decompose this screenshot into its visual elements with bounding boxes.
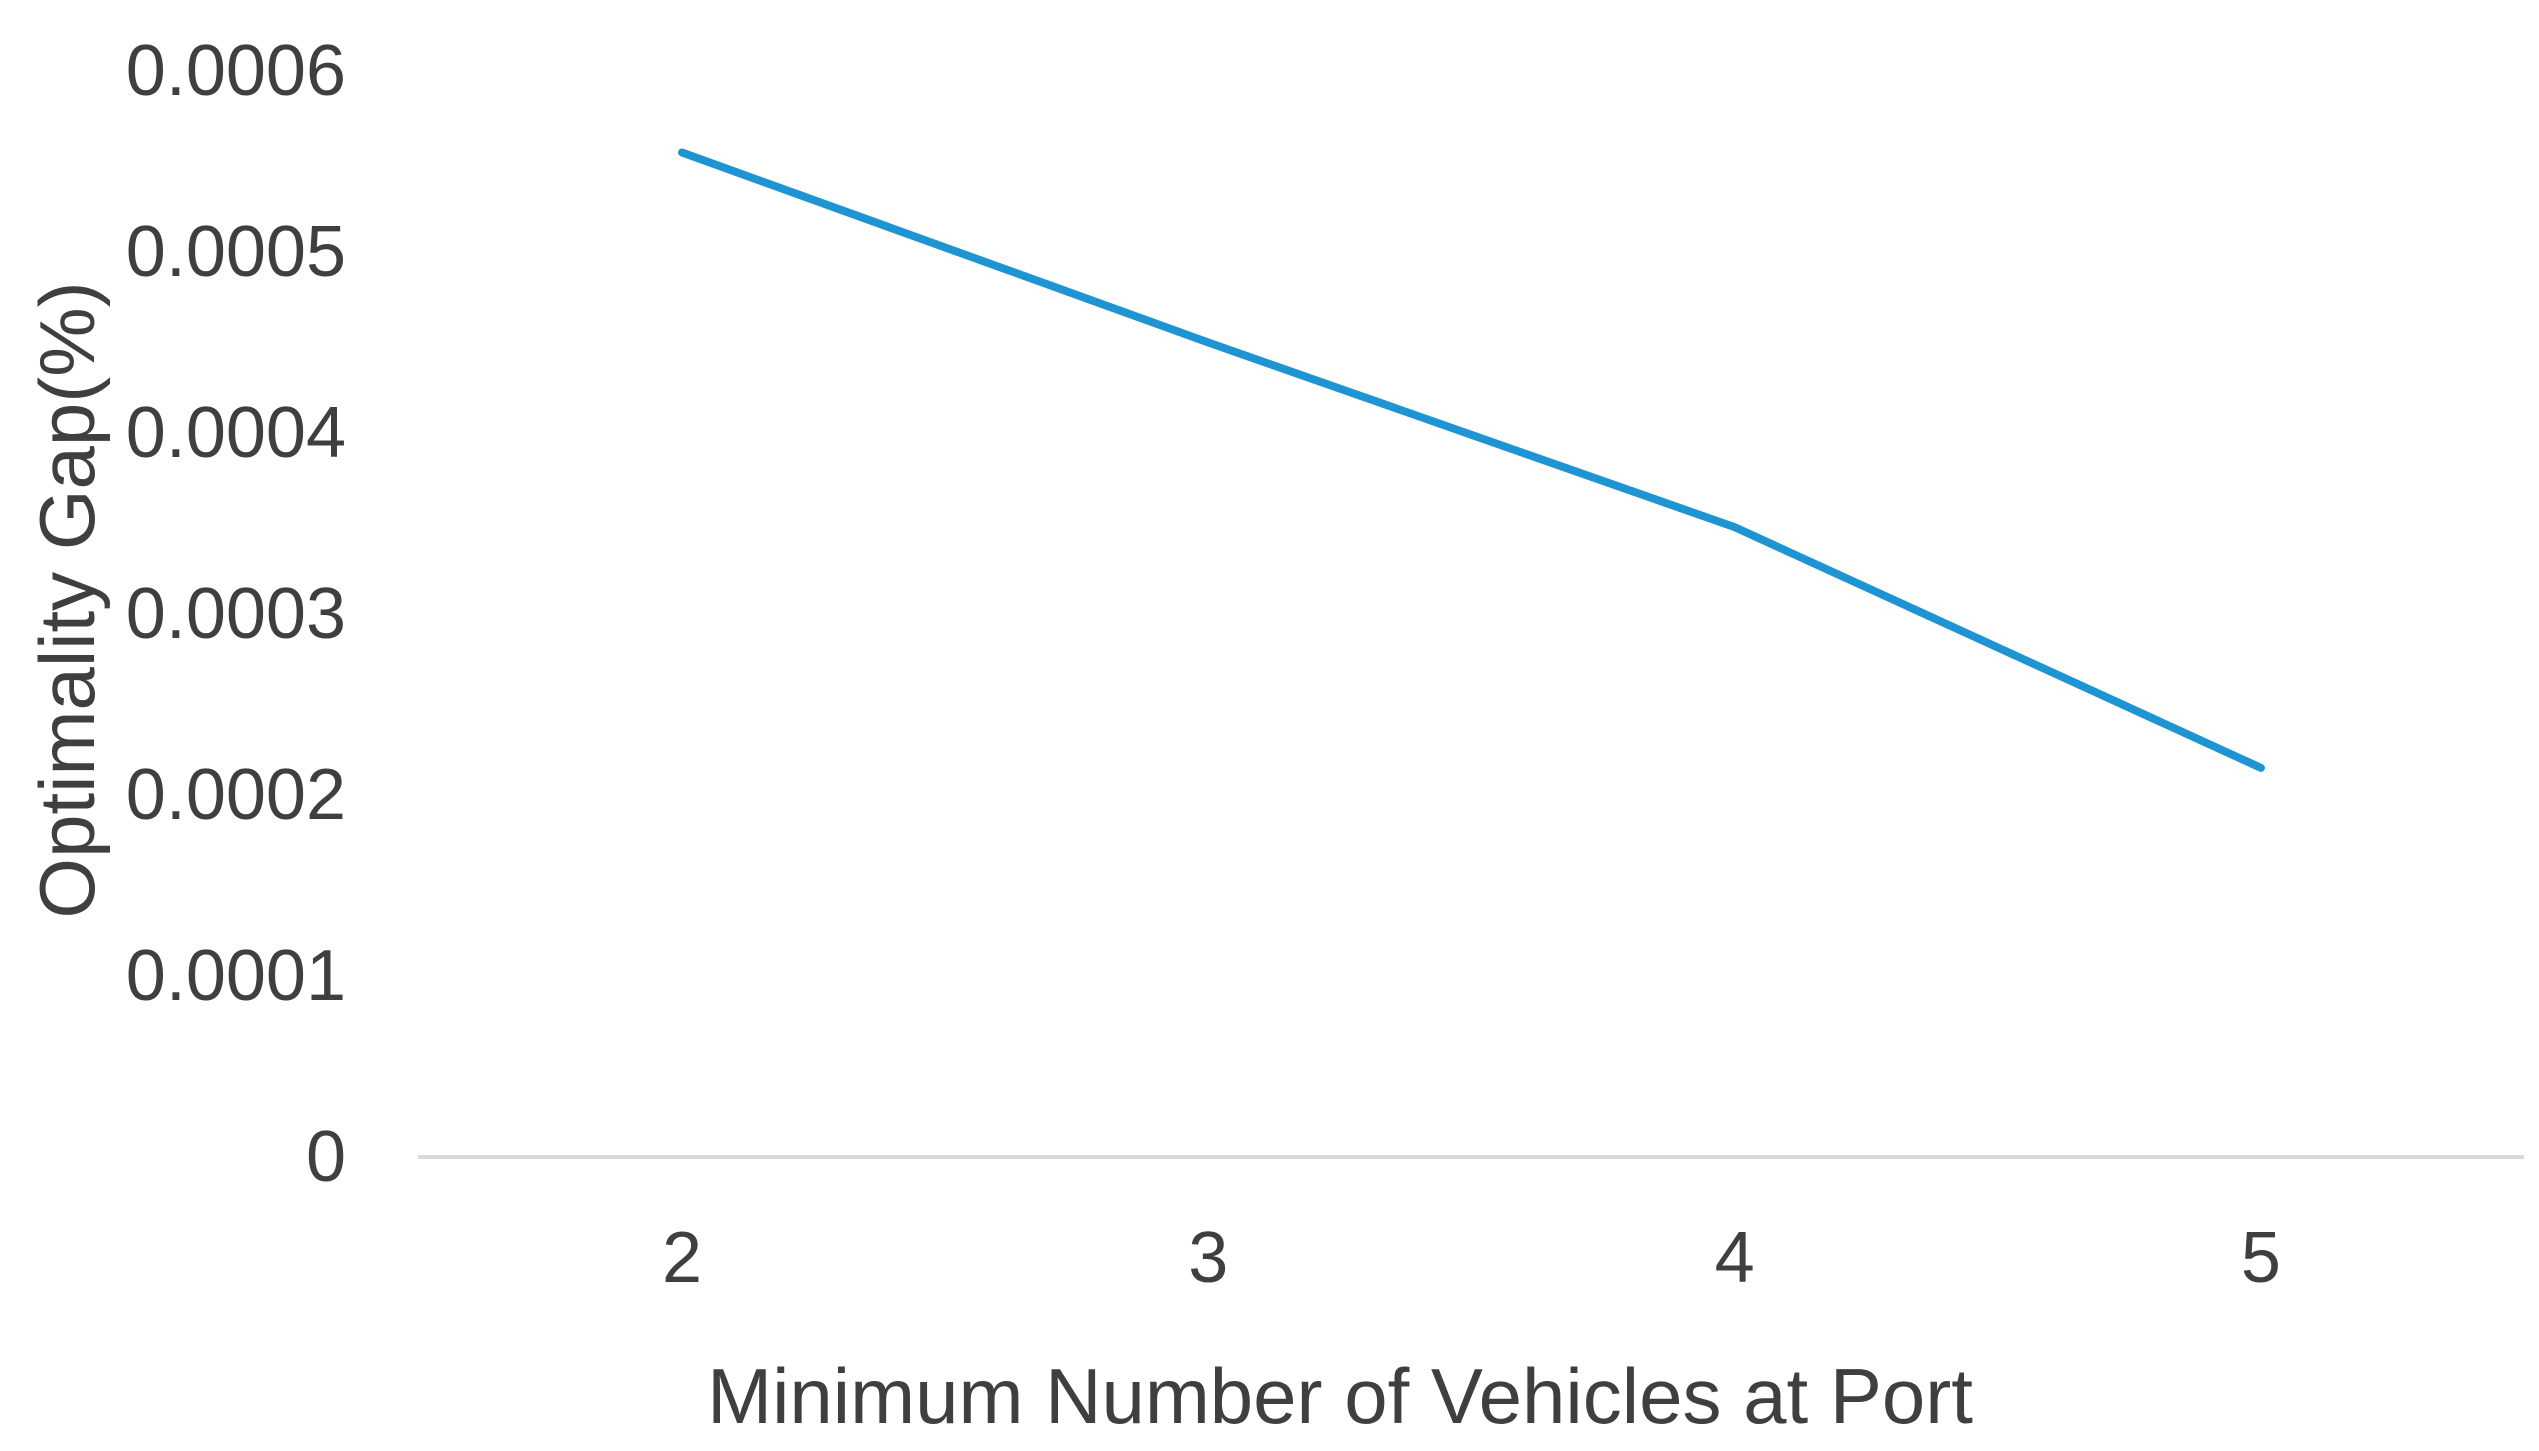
x-tick-label: 4 — [1714, 1218, 1755, 1298]
y-tick-label: 0.0001 — [125, 936, 346, 1016]
y-tick-label: 0.0004 — [125, 393, 346, 473]
y-tick-label: 0.0006 — [125, 31, 346, 111]
y-tick-label: 0.0002 — [125, 755, 346, 835]
y-tick-label: 0 — [305, 1117, 346, 1197]
x-tick-label: 5 — [2240, 1218, 2281, 1298]
y-tick-label: 0.0003 — [125, 574, 346, 654]
x-tick-label: 3 — [1188, 1218, 1229, 1298]
series-line — [678, 148, 2265, 772]
x-axis-title: Minimum Number of Vehicles at Port — [707, 1352, 1973, 1440]
y-tick-label: 0.0005 — [125, 212, 346, 292]
x-tick-label: 2 — [661, 1218, 703, 1298]
